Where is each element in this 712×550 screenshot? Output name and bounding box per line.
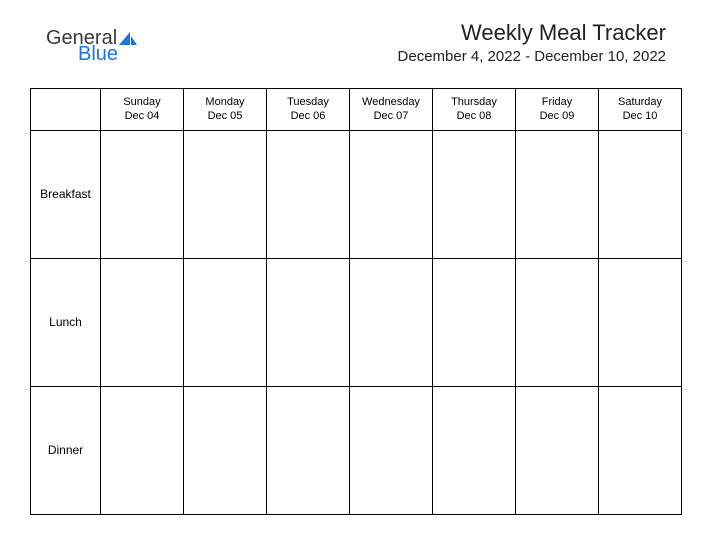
generalblue-logo: General Blue: [46, 28, 137, 64]
meal-cell: [516, 130, 599, 258]
meal-tracker-table: SundayDec 04 MondayDec 05 TuesdayDec 06 …: [30, 88, 682, 515]
meal-cell: [267, 130, 350, 258]
row-label-breakfast: Breakfast: [31, 130, 101, 258]
date-range: December 4, 2022 - December 10, 2022: [398, 48, 666, 65]
col-header: FridayDec 09: [516, 89, 599, 131]
meal-cell: [433, 386, 516, 514]
meal-cell: [101, 386, 184, 514]
meal-cell: [350, 258, 433, 386]
col-header: ThursdayDec 08: [433, 89, 516, 131]
meal-cell: [599, 130, 682, 258]
meal-cell: [184, 130, 267, 258]
meal-cell: [350, 386, 433, 514]
table-row: Dinner: [31, 386, 682, 514]
row-label-lunch: Lunch: [31, 258, 101, 386]
col-header: SundayDec 04: [101, 89, 184, 131]
page-title: Weekly Meal Tracker: [398, 20, 666, 46]
col-header: MondayDec 05: [184, 89, 267, 131]
meal-cell: [184, 386, 267, 514]
col-header: TuesdayDec 06: [267, 89, 350, 131]
header: General Blue Weekly Meal Tracker Decembe…: [30, 20, 682, 80]
corner-cell: [31, 89, 101, 131]
meal-cell: [433, 258, 516, 386]
table-row: Breakfast: [31, 130, 682, 258]
meal-cell: [101, 258, 184, 386]
meal-cell: [267, 386, 350, 514]
logo-sail-icon: [119, 32, 137, 46]
meal-cell: [433, 130, 516, 258]
table-header-row: SundayDec 04 MondayDec 05 TuesdayDec 06 …: [31, 89, 682, 131]
meal-tracker-page: General Blue Weekly Meal Tracker Decembe…: [0, 0, 712, 550]
meal-cell: [101, 130, 184, 258]
meal-cell: [267, 258, 350, 386]
meal-cell: [184, 258, 267, 386]
col-header: WednesdayDec 07: [350, 89, 433, 131]
title-block: Weekly Meal Tracker December 4, 2022 - D…: [398, 20, 666, 65]
logo-text-part2: Blue: [78, 43, 118, 65]
row-label-dinner: Dinner: [31, 386, 101, 514]
meal-cell: [599, 386, 682, 514]
meal-cell: [516, 386, 599, 514]
meal-cell: [516, 258, 599, 386]
col-header: SaturdayDec 10: [599, 89, 682, 131]
table-row: Lunch: [31, 258, 682, 386]
meal-cell: [599, 258, 682, 386]
meal-cell: [350, 130, 433, 258]
